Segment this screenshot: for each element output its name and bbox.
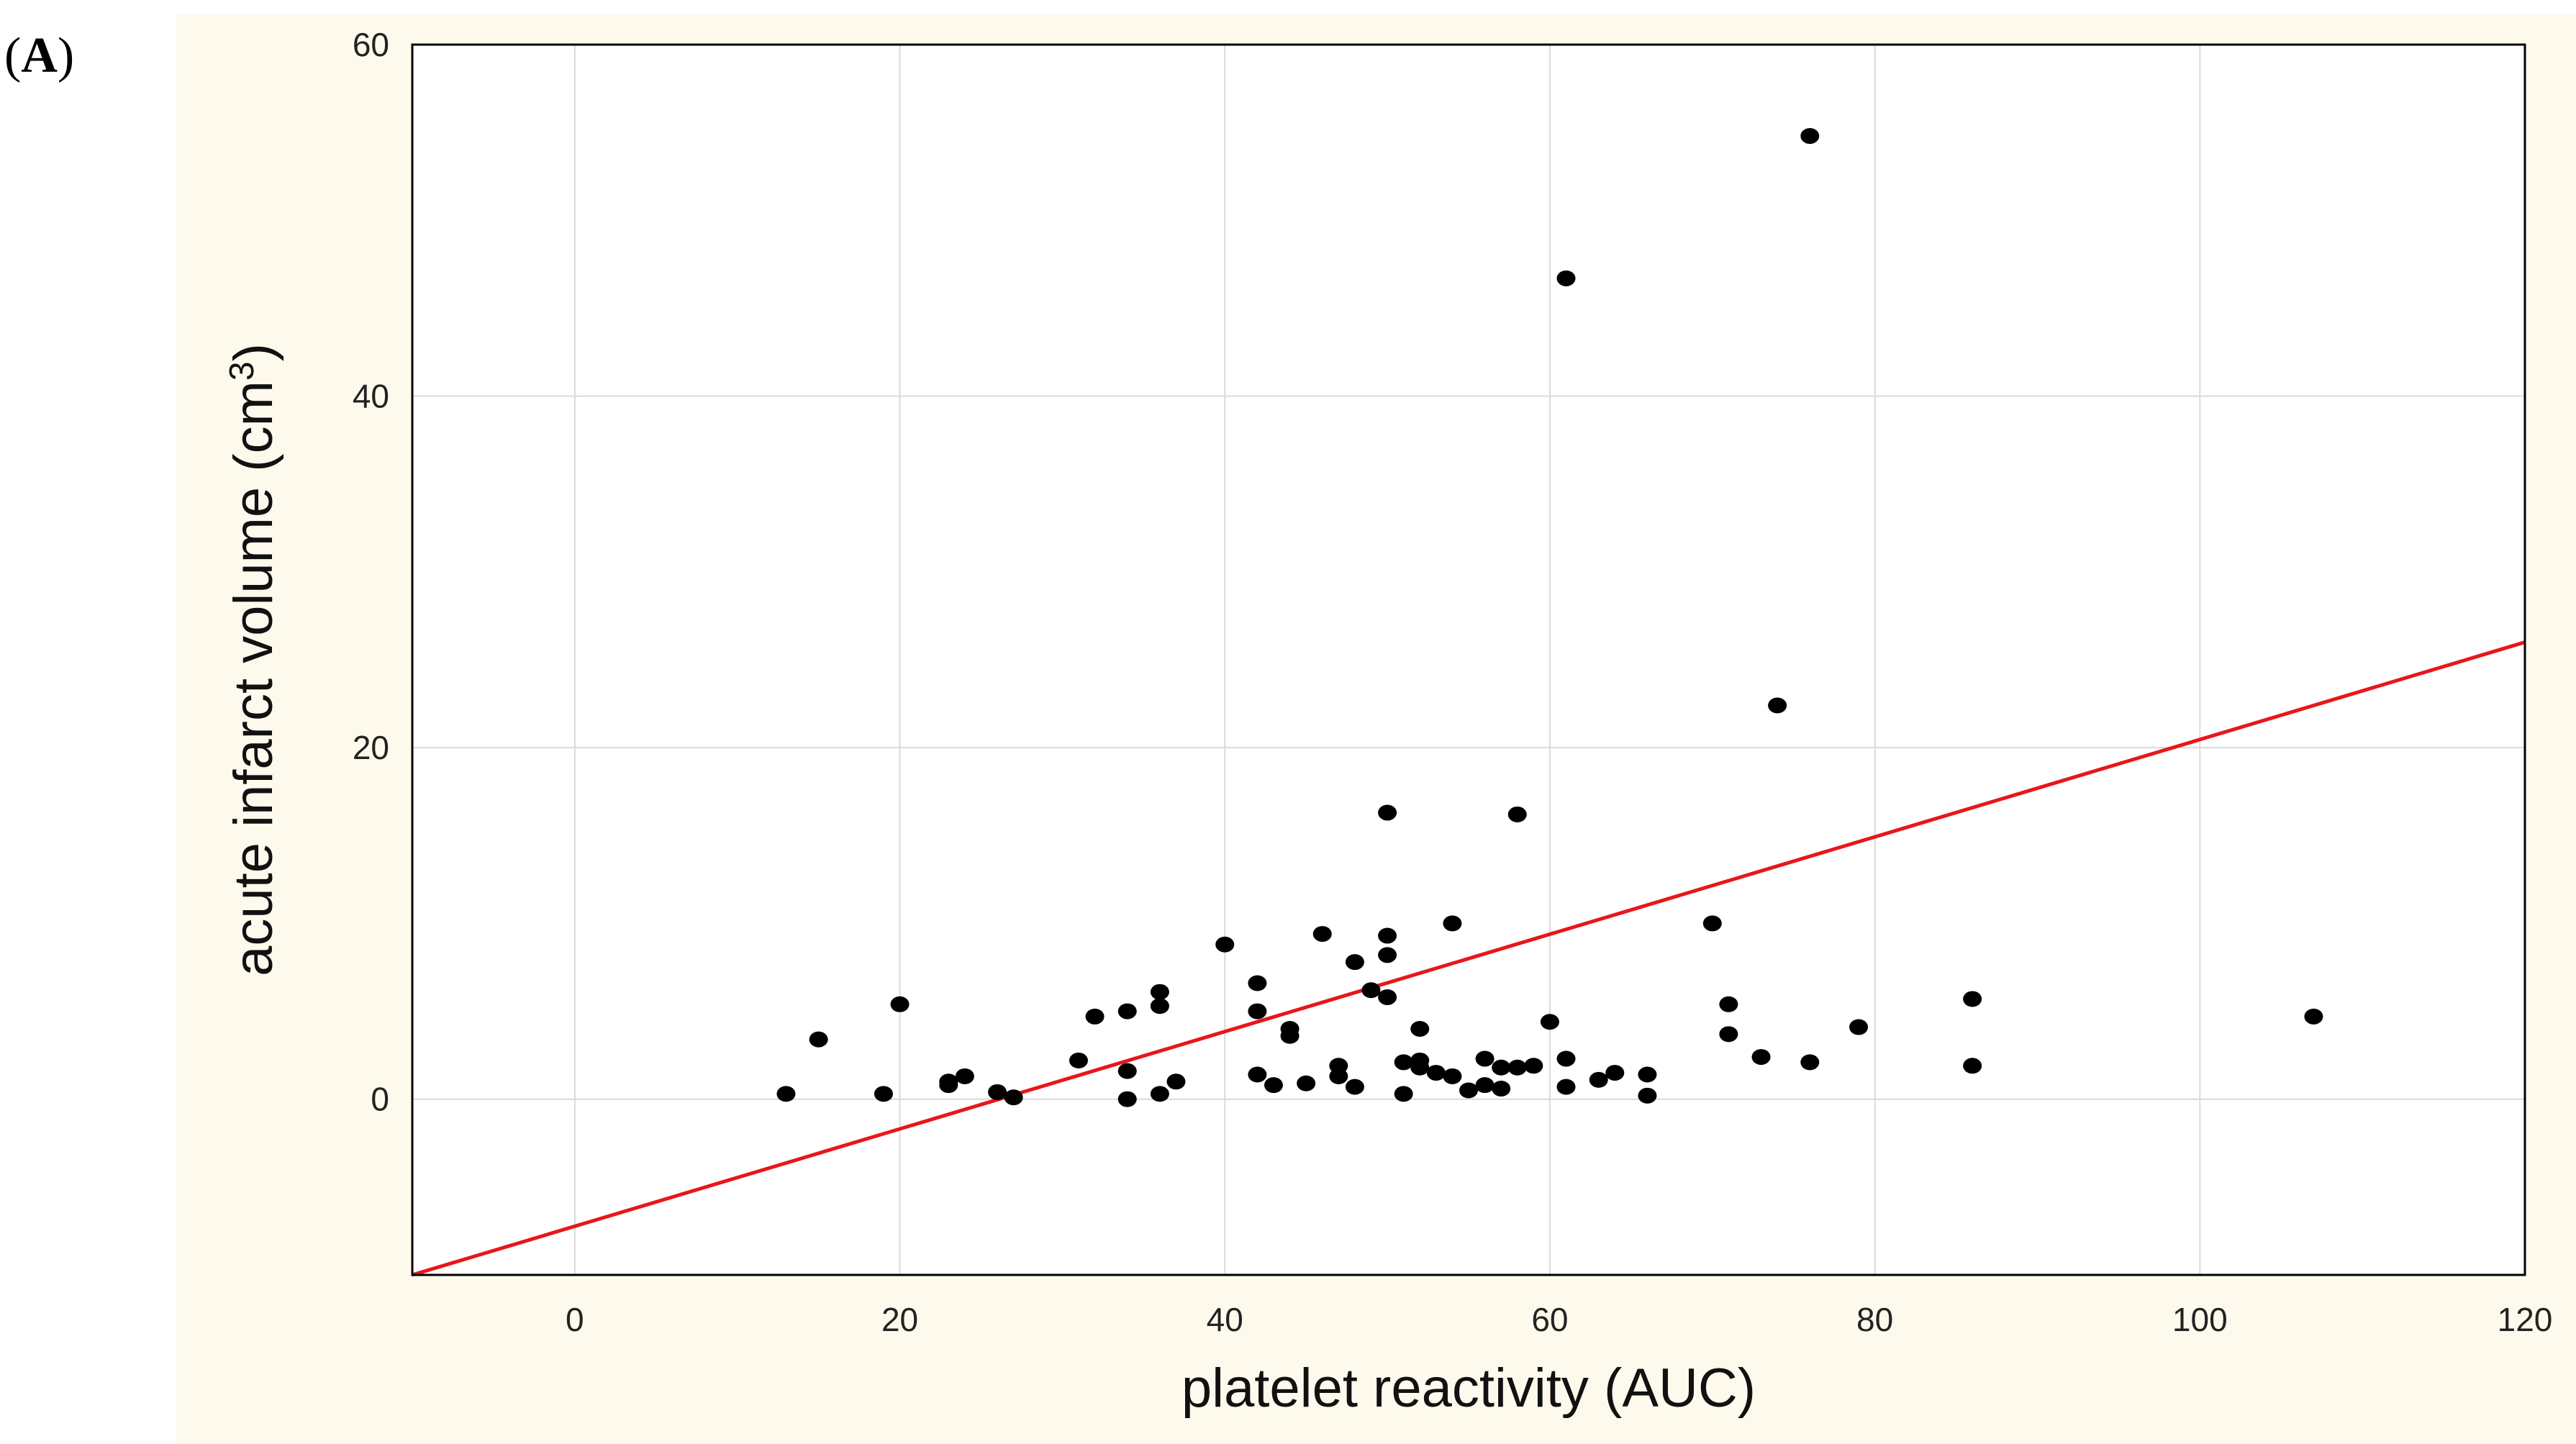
data-point-20: [1248, 1003, 1267, 1020]
data-point-13: [1117, 1091, 1137, 1107]
x-tick-label-80: 80: [1856, 1301, 1893, 1338]
data-point-14: [1150, 984, 1169, 1000]
data-point-47: [1492, 1059, 1511, 1076]
data-point-55: [1556, 1079, 1576, 1095]
data-point-61: [1719, 996, 1738, 1012]
data-point-52: [1540, 1014, 1559, 1030]
data-point-5: [939, 1073, 958, 1090]
plot-frame: [411, 43, 2526, 1276]
data-point-37: [1394, 1086, 1413, 1102]
data-point-70: [2304, 1008, 2323, 1025]
data-point-21: [1248, 1066, 1267, 1083]
data-point-49: [1507, 806, 1527, 822]
data-point-10: [1085, 1008, 1105, 1025]
data-point-24: [1280, 1027, 1300, 1044]
data-point-53: [1556, 270, 1576, 286]
data-point-8: [1004, 1089, 1023, 1106]
y-tick-labels: 0 20 40 60: [353, 26, 389, 1118]
y-axis-label-main: acute infarct volume (cm: [223, 381, 284, 976]
data-point-67: [1849, 1019, 1869, 1035]
data-point-19: [1248, 975, 1267, 991]
data-point-28: [1329, 1068, 1348, 1084]
data-point-17: [1166, 1073, 1186, 1090]
data-point-40: [1410, 1059, 1430, 1076]
data-point-12: [1117, 1063, 1137, 1079]
data-point-29: [1345, 954, 1364, 971]
plot-area: [412, 45, 2525, 1275]
data-point-41: [1426, 1065, 1446, 1081]
x-tick-label-120: 120: [2498, 1301, 2553, 1338]
data-point-9: [1069, 1052, 1088, 1068]
y-tick-label-40: 40: [353, 378, 389, 415]
data-point-43: [1443, 1068, 1462, 1084]
data-point-57: [1605, 1065, 1625, 1081]
data-point-51: [1524, 1058, 1543, 1074]
y-tick-label-0: 0: [371, 1081, 389, 1118]
data-point-0: [776, 1086, 796, 1102]
data-point-11: [1117, 1003, 1137, 1020]
x-tick-label-0: 0: [566, 1301, 584, 1338]
data-point-68: [1963, 991, 1982, 1007]
data-point-30: [1345, 1079, 1364, 1095]
x-axis-label: platelet reactivity (AUC): [1182, 1358, 1756, 1419]
data-point-31: [1361, 982, 1381, 999]
panel-label: (A): [4, 28, 75, 83]
data-point-15: [1150, 998, 1169, 1014]
data-point-2: [874, 1086, 893, 1102]
data-point-60: [1702, 915, 1722, 932]
panel-letter: A: [21, 28, 58, 83]
data-point-50: [1507, 1059, 1527, 1076]
data-point-7: [988, 1084, 1007, 1100]
data-point-26: [1312, 926, 1332, 943]
data-point-69: [1963, 1058, 1982, 1074]
y-axis-label: acute infarct volume (cm3): [223, 343, 285, 976]
data-point-32: [1378, 804, 1397, 821]
data-point-62: [1719, 1026, 1738, 1043]
y-axis-label-close: ): [223, 343, 284, 361]
regression-line: [412, 640, 2526, 1277]
data-point-42: [1443, 915, 1462, 932]
data-point-56: [1589, 1071, 1608, 1088]
data-point-45: [1475, 1050, 1495, 1067]
data-point-25: [1297, 1075, 1316, 1091]
data-point-33: [1378, 927, 1397, 944]
y-tick-label-60: 60: [353, 26, 389, 63]
data-point-22: [1264, 1077, 1283, 1094]
data-point-64: [1768, 697, 1787, 714]
x-tick-labels: 0 20 40 60 80 100 120: [566, 1301, 2552, 1338]
data-point-3: [890, 996, 910, 1012]
data-point-58: [1638, 1066, 1657, 1083]
data-point-1: [809, 1031, 828, 1048]
data-points: [776, 128, 2323, 1107]
data-point-16: [1150, 1086, 1169, 1102]
fit-line-group: [412, 640, 2526, 1277]
data-point-34: [1378, 947, 1397, 963]
data-point-46: [1475, 1077, 1495, 1094]
x-tick-label-40: 40: [1207, 1301, 1243, 1338]
x-tick-label-20: 20: [881, 1301, 918, 1338]
data-point-44: [1459, 1082, 1478, 1099]
data-point-48: [1492, 1081, 1511, 1097]
data-point-54: [1556, 1050, 1576, 1067]
data-point-36: [1394, 1054, 1413, 1071]
data-point-63: [1751, 1049, 1771, 1066]
data-point-59: [1638, 1087, 1657, 1104]
data-point-66: [1800, 1054, 1820, 1071]
data-point-65: [1800, 128, 1820, 145]
data-point-35: [1378, 989, 1397, 1006]
data-point-38: [1410, 1021, 1430, 1037]
y-tick-label-20: 20: [353, 729, 389, 766]
data-point-6: [955, 1068, 974, 1084]
x-tick-label-60: 60: [1531, 1301, 1568, 1338]
y-axis-label-superscript: 3: [223, 361, 261, 381]
x-tick-label-100: 100: [2172, 1301, 2228, 1338]
data-point-18: [1215, 936, 1235, 953]
